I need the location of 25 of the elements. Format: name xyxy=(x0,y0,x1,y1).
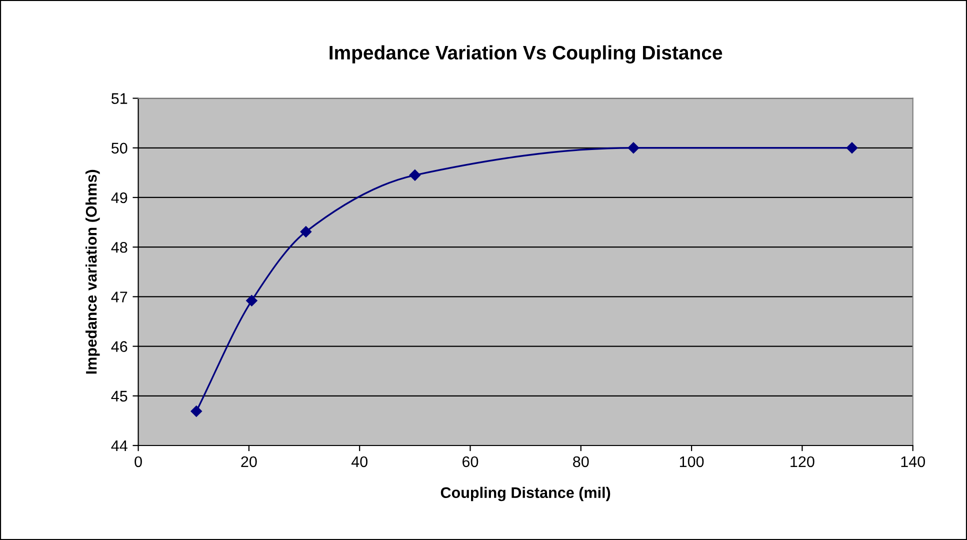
x-axis-title: Coupling Distance (mil) xyxy=(440,486,610,502)
y-tick-label: 50 xyxy=(111,142,128,154)
y-tick-label: 48 xyxy=(111,242,128,253)
x-tick-label: 20 xyxy=(241,456,257,468)
x-tick-label: 140 xyxy=(901,456,925,468)
x-tick-label: 120 xyxy=(790,456,814,468)
y-tick-label: 47 xyxy=(111,292,128,302)
point xyxy=(409,170,421,181)
chart-title: Impedance Variation Vs Coupling Distance xyxy=(330,45,722,64)
x-tick-label: 0 xyxy=(134,456,142,468)
y-tick-label: 49 xyxy=(111,192,128,204)
point xyxy=(300,226,312,238)
x-tick-label: 60 xyxy=(462,456,478,468)
point xyxy=(628,142,640,154)
y-tick-label: 45 xyxy=(111,390,128,402)
point xyxy=(246,295,258,306)
x-tick-label: 80 xyxy=(573,456,589,468)
y-tick-label: 44 xyxy=(111,440,128,452)
x-tick-label: 100 xyxy=(680,456,704,468)
y-tick-label: 46 xyxy=(111,341,128,352)
y-tick-label: 51 xyxy=(111,93,128,104)
x-tick-label: 40 xyxy=(351,456,368,468)
point xyxy=(846,142,858,154)
y-axis-title: Impedance variation (Ohms) xyxy=(86,170,100,374)
point xyxy=(190,406,202,417)
